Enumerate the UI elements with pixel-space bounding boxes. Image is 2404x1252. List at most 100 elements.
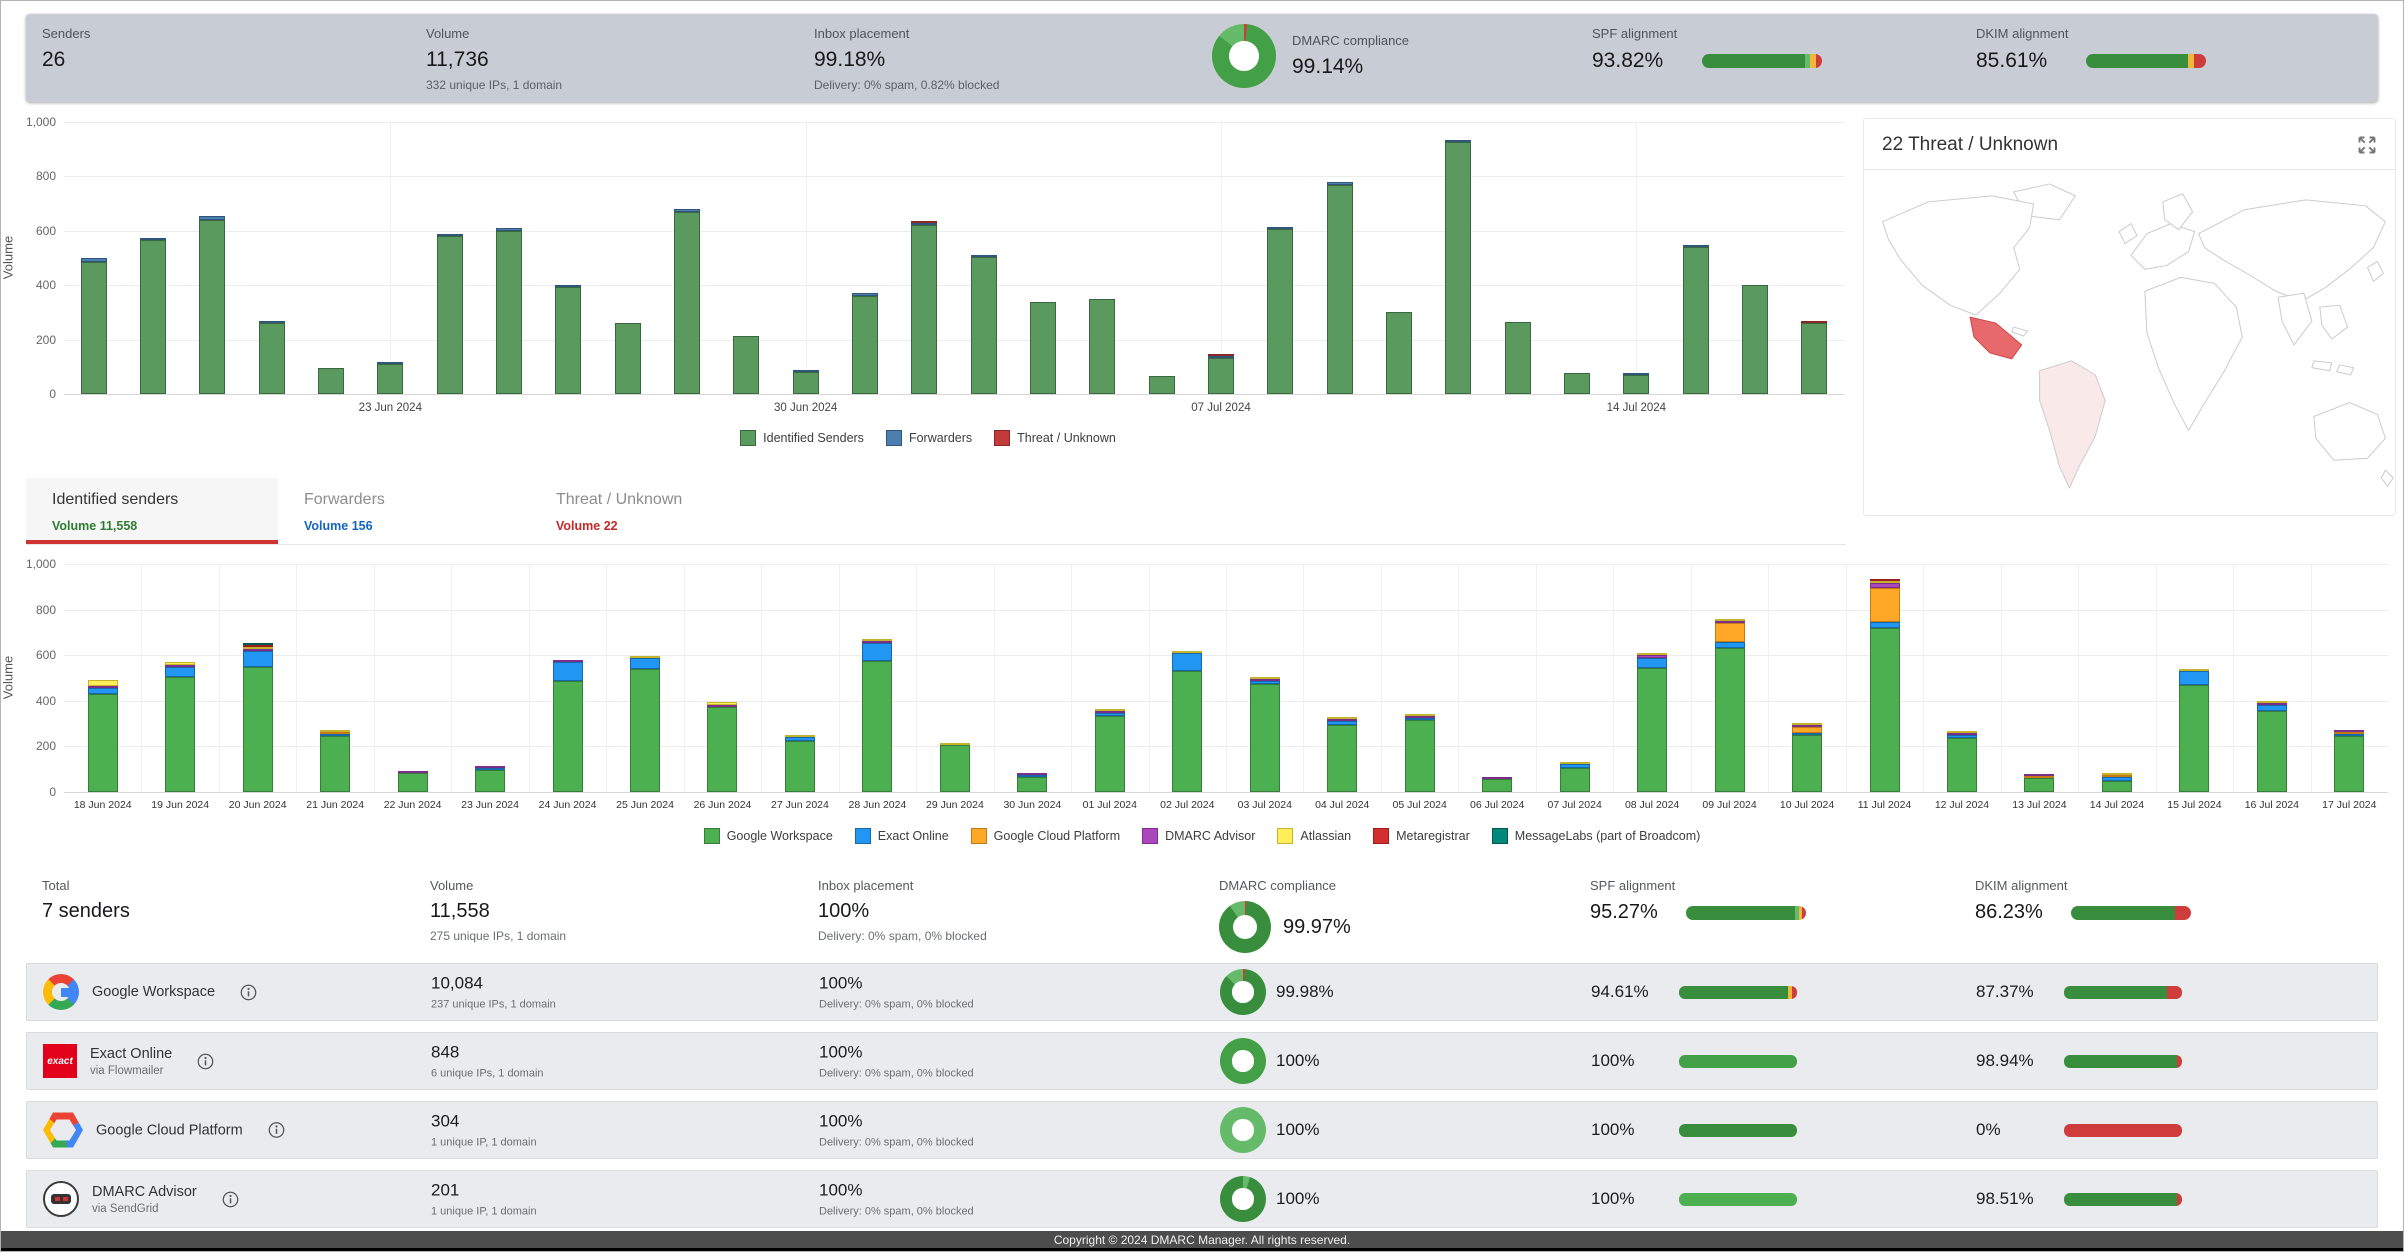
bar-30-jun-2024[interactable] — [776, 122, 835, 394]
sender-row-google-workspace[interactable]: Google Workspace 10,084 237 unique IPs, 1 … — [26, 963, 2378, 1021]
info-icon[interactable] — [240, 984, 257, 1001]
bar-16-jul-2024[interactable] — [1725, 122, 1784, 394]
bar-11-jul-2024[interactable] — [1846, 564, 1923, 792]
bar-26-jun-2024[interactable] — [539, 122, 598, 394]
x-gridline — [1226, 564, 1227, 792]
bar-01-jul-2024[interactable] — [835, 122, 894, 394]
bar-27-jun-2024[interactable] — [598, 122, 657, 394]
info-icon[interactable] — [197, 1053, 214, 1070]
total-inbox-sub: Delivery: 0% spam, 0% blocked — [818, 929, 987, 943]
bar-11-jul-2024[interactable] — [1429, 122, 1488, 394]
info-icon[interactable] — [222, 1191, 239, 1208]
bar-23-jun-2024[interactable] — [451, 564, 528, 792]
legend-item-metaregistrar[interactable]: Metaregistrar — [1373, 828, 1470, 844]
bar-21-jun-2024[interactable] — [296, 564, 373, 792]
tab-threat-unknown[interactable]: Threat / Unknown Volume 22 — [530, 478, 782, 544]
bar-14-jul-2024[interactable] — [2078, 564, 2155, 792]
bar-28-jun-2024[interactable] — [839, 564, 916, 792]
bar-08-jul-2024[interactable] — [1613, 564, 1690, 792]
bar-06-jul-2024[interactable] — [1132, 122, 1191, 394]
bar-07-jul-2024[interactable] — [1536, 564, 1613, 792]
bar-03-jul-2024[interactable] — [954, 122, 1013, 394]
bar-23-jun-2024[interactable] — [361, 122, 420, 394]
bar-05-jul-2024[interactable] — [1381, 564, 1458, 792]
bar-13-jul-2024[interactable] — [1547, 122, 1606, 394]
bar-16-jul-2024[interactable] — [2233, 564, 2310, 792]
bar-15-jul-2024[interactable] — [1666, 122, 1725, 394]
legend-item-dmarc-advisor[interactable]: DMARC Advisor — [1142, 828, 1255, 844]
bar-12-jul-2024[interactable] — [1488, 122, 1547, 394]
bar-19-jun-2024[interactable] — [141, 564, 218, 792]
bar-04-jul-2024[interactable] — [1304, 564, 1381, 792]
bar-21-jun-2024[interactable] — [242, 122, 301, 394]
bar-17-jul-2024[interactable] — [1785, 122, 1844, 394]
bar-30-jun-2024[interactable] — [994, 564, 1071, 792]
bar-26-jun-2024[interactable] — [684, 564, 761, 792]
bar-19-jun-2024[interactable] — [123, 122, 182, 394]
bar-10-jul-2024[interactable] — [1768, 564, 1845, 792]
sender-name-block: Google Cloud Platform — [96, 1122, 243, 1138]
bar-segment-green2 — [1679, 1054, 1797, 1068]
legend-item-atlassian[interactable]: Atlassian — [1277, 828, 1351, 844]
sender-inbox-sub: Delivery: 0% spam, 0% blocked — [819, 1067, 974, 1080]
bar-segment-red — [2177, 1054, 2182, 1068]
bar-25-jun-2024[interactable] — [606, 564, 683, 792]
info-icon[interactable] — [268, 1122, 285, 1139]
bar-22-jun-2024[interactable] — [301, 122, 360, 394]
legend-item-identified-senders[interactable]: Identified Senders — [740, 430, 864, 446]
legend-swatch — [970, 828, 987, 844]
legend-item-threat-unknown[interactable]: Threat / Unknown — [994, 430, 1116, 446]
expand-icon[interactable] — [2355, 133, 2379, 157]
map-region-mexico[interactable] — [1969, 316, 2023, 360]
legend-item-forwarders[interactable]: Forwarders — [885, 430, 972, 446]
bar-01-jul-2024[interactable] — [1071, 564, 1148, 792]
bar-08-jul-2024[interactable] — [1251, 122, 1310, 394]
sender-row-dmarc-advisor[interactable]: DMARC Advisor via SendGrid 201 1 unique IP,… — [26, 1170, 2378, 1228]
bar-28-jun-2024[interactable] — [657, 122, 716, 394]
bar-02-jul-2024[interactable] — [895, 122, 954, 394]
sender-row-google-cloud-platform[interactable]: Google Cloud Platform 304 1 unique IP, 1 d… — [26, 1101, 2378, 1159]
x-axis-labels: 18 Jun 2024 19 Jun 2024 20 Jun 2024 21 Jun … — [64, 799, 2388, 811]
bar-segment-google-workspace — [1637, 667, 1668, 792]
sender-spf-cell: 94.61% — [1591, 982, 1797, 1002]
bar-13-jul-2024[interactable] — [2001, 564, 2078, 792]
legend-item-messagelabs-part-of-broadcom[interactable]: MessageLabs (part of Broadcom) — [1491, 828, 1700, 844]
bar-02-jul-2024[interactable] — [1149, 564, 1226, 792]
bar-29-jun-2024[interactable] — [916, 564, 993, 792]
bar-24-jun-2024[interactable] — [529, 564, 606, 792]
bar-24-jun-2024[interactable] — [420, 122, 479, 394]
bar-03-jul-2024[interactable] — [1226, 564, 1303, 792]
bar-20-jun-2024[interactable] — [183, 122, 242, 394]
sender-inbox-cell: 100% Delivery: 0% spam, 0% blocked — [819, 1181, 974, 1218]
x-gridline — [2233, 564, 2235, 792]
legend-item-google-workspace[interactable]: Google Workspace — [703, 828, 833, 844]
bar-29-jun-2024[interactable] — [717, 122, 776, 394]
bar-segment-exact-online — [862, 642, 893, 661]
bar-18-jun-2024[interactable] — [64, 122, 123, 394]
bar-06-jul-2024[interactable] — [1458, 564, 1535, 792]
bar-09-jul-2024[interactable] — [1310, 122, 1369, 394]
sender-name-cell: Google Cloud Platform — [43, 1112, 285, 1148]
bar-07-jul-2024[interactable] — [1191, 122, 1250, 394]
legend-item-exact-online[interactable]: Exact Online — [854, 828, 949, 844]
tab-forwarders[interactable]: Forwarders Volume 156 — [278, 478, 530, 544]
bar-12-jul-2024[interactable] — [1923, 564, 2000, 792]
sender-row-exact-online[interactable]: exact Exact Online via Flowmailer 848 6 uniq… — [26, 1032, 2378, 1090]
legend-item-google-cloud-platform[interactable]: Google Cloud Platform — [970, 828, 1120, 844]
bar-25-jun-2024[interactable] — [479, 122, 538, 394]
tab-identified-senders[interactable]: Identified senders Volume 11,558 — [26, 478, 278, 544]
bar-17-jul-2024[interactable] — [2311, 564, 2388, 792]
bar-10-jul-2024[interactable] — [1369, 122, 1428, 394]
bar-20-jun-2024[interactable] — [219, 564, 296, 792]
bar-15-jul-2024[interactable] — [2156, 564, 2233, 792]
bar-segment-atlassian — [862, 638, 893, 641]
bar-09-jul-2024[interactable] — [1691, 564, 1768, 792]
bar-22-jun-2024[interactable] — [374, 564, 451, 792]
bar-14-jul-2024[interactable] — [1607, 122, 1666, 394]
dmarc-column-header: DMARC compliance — [1219, 878, 1337, 893]
bar-05-jul-2024[interactable] — [1073, 122, 1132, 394]
bar-segment-dmarc-advisor — [1482, 777, 1513, 780]
bar-27-jun-2024[interactable] — [761, 564, 838, 792]
bar-04-jul-2024[interactable] — [1013, 122, 1072, 394]
bar-18-jun-2024[interactable] — [64, 564, 141, 792]
